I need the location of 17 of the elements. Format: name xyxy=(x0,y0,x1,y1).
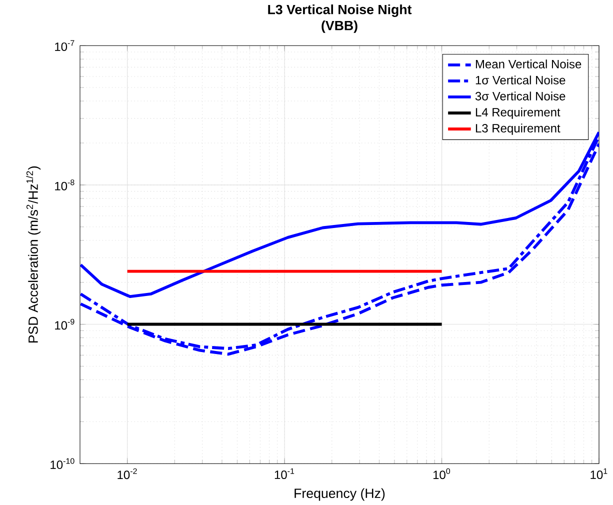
x-tick-label: 10$^{-2}$ xyxy=(118,468,137,480)
y-tick-label: 10$^{-7}$ xyxy=(55,40,74,51)
legend-label: Mean Vertical Noise xyxy=(476,59,582,68)
legend-label: 3σ Vertical Noise xyxy=(475,92,566,100)
y-tick-label: 10$^{-10}$ xyxy=(50,458,74,469)
x-axis-title: Frequency (Hz) xyxy=(294,488,385,501)
legend-label: 1σ Vertical Noise xyxy=(476,76,566,84)
x-tick-label: 10$^{1}$ xyxy=(590,468,608,479)
legend-label: L3 Requirement xyxy=(476,124,560,135)
y-tick-label: 10$^{-8}$ xyxy=(55,179,74,190)
legend-label: L4 Requirement xyxy=(476,108,560,119)
chart-title: L3 Vertical Noise Night xyxy=(268,4,412,17)
y-axis-title: PSD Acceleration (m/s$^{2}$/Hz$^{1/2}$) xyxy=(26,166,41,342)
x-tick-label: 10$^{-1}$ xyxy=(274,468,294,479)
chart-subtitle: (VBB) xyxy=(322,20,358,33)
x-tick-label: 10$^{0}$ xyxy=(433,468,450,480)
y-tick-label: 10$^{-9}$ xyxy=(55,318,74,330)
